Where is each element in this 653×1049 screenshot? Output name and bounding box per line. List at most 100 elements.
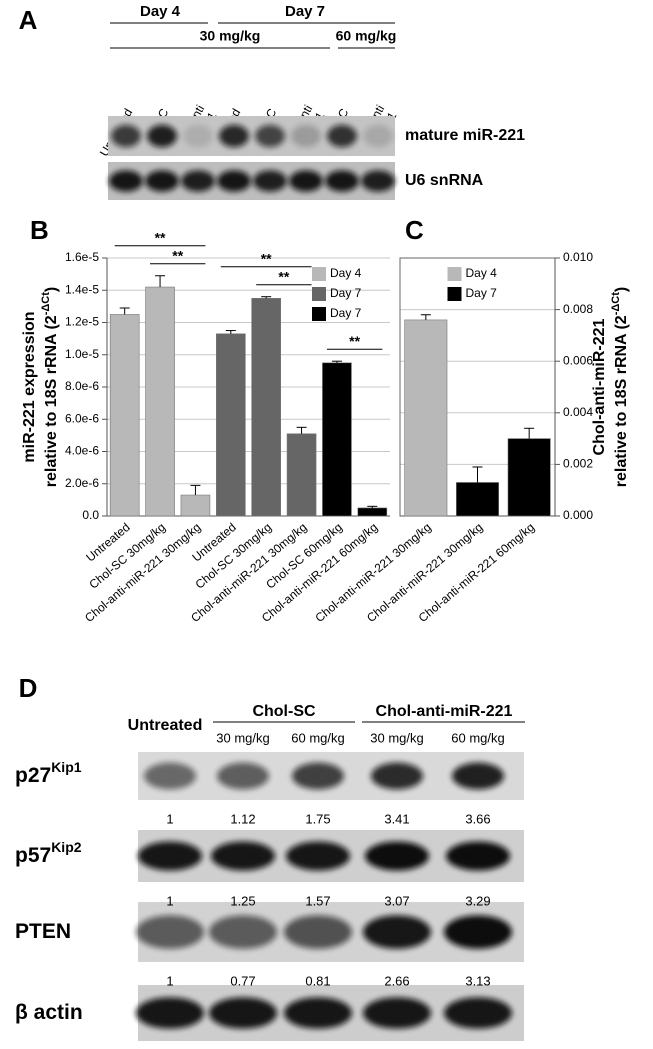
panel-letter: C [405, 215, 424, 245]
quantification: 3.41 [384, 811, 409, 826]
y-axis-label: miR-221 expression relative to 18S rRNA (… [21, 287, 60, 487]
blot-band [209, 915, 277, 949]
group-label: 30 mg/kg [200, 28, 261, 44]
legend-swatch [312, 287, 326, 301]
quantification: 1 [166, 811, 173, 826]
blot-band [255, 124, 285, 148]
y-tick-label: 1.6e-5 [65, 250, 99, 264]
y-tick-label: 0.008 [563, 302, 593, 316]
bar [251, 298, 281, 517]
blot-band [284, 915, 352, 949]
bar [322, 362, 352, 517]
row-label-base: p27 [15, 764, 51, 787]
quantification: 1.25 [230, 893, 255, 908]
dose-label: 30 mg/kg [370, 730, 423, 745]
group-label: Untreated [128, 717, 203, 734]
y-axis-label-sup: -ΔCt [40, 292, 52, 316]
blot-band [181, 170, 215, 192]
legend-label: Day 7 [330, 306, 362, 320]
blot-band [211, 841, 275, 871]
quantification: 3.13 [465, 973, 490, 988]
error-bar [331, 360, 342, 363]
error-bar [420, 314, 431, 320]
quantification: 1 [166, 973, 173, 988]
blot-band [444, 997, 512, 1029]
y-axis-label-line: Chol-anti-miR-221 [591, 318, 608, 455]
dose-label: 60 mg/kg [291, 730, 344, 745]
y-axis-label-line: relative to 18S rRNA (2 [613, 315, 630, 487]
bar [180, 494, 211, 517]
bar [216, 333, 246, 517]
significance-label: ** [278, 268, 289, 284]
blot-band [371, 762, 423, 790]
blot-band [452, 762, 504, 790]
blot-band [138, 841, 202, 871]
y-tick-label: 0.006 [563, 353, 593, 367]
group-label: Chol-SC [252, 703, 316, 720]
error-bar [261, 296, 272, 299]
legend-swatch [312, 267, 326, 281]
bar [507, 438, 551, 517]
y-tick-label: 1.0e-5 [65, 347, 99, 361]
legend-label: Day 7 [330, 286, 362, 300]
blot-band [361, 170, 395, 192]
y-tick-label: 0.000 [563, 508, 593, 522]
y-tick-label: 6.0e-6 [65, 411, 99, 425]
blot-band [253, 170, 287, 192]
row-label-sup: Kip1 [51, 759, 82, 775]
group-label: Day 7 [285, 3, 325, 20]
blot-band [111, 124, 141, 148]
blot-band [209, 997, 277, 1029]
blot-band [292, 762, 344, 790]
row-label-sup: Kip2 [51, 839, 82, 855]
blot-band [363, 124, 393, 148]
blot-band [147, 124, 177, 148]
blot-band [286, 841, 350, 871]
row-label-base: PTEN [15, 920, 71, 943]
blot-band [144, 762, 196, 790]
blot-band [136, 915, 204, 949]
error-bar [119, 307, 130, 315]
blot-band [284, 997, 352, 1029]
group-label: Chol-anti-miR-221 [376, 703, 513, 720]
bar [404, 319, 448, 517]
legend-label: Day 4 [330, 266, 362, 280]
y-tick-label: 0.010 [563, 250, 593, 264]
y-tick-label: 1.4e-5 [65, 282, 99, 296]
row-label: p57Kip2 [15, 839, 82, 867]
quantification: 0.77 [230, 973, 255, 988]
group-label: 60 mg/kg [336, 28, 397, 44]
y-axis-label-end: ) [613, 287, 630, 292]
row-label: p27Kip1 [15, 759, 82, 787]
row-label-base: p57 [15, 844, 51, 867]
legend-swatch [447, 287, 462, 301]
y-tick-label: 4.0e-6 [65, 444, 99, 458]
bar [109, 314, 140, 517]
error-bar [155, 275, 166, 288]
quantification: 1.75 [305, 811, 330, 826]
quantification: 1.12 [230, 811, 255, 826]
y-tick-label: 0.0 [82, 508, 99, 522]
y-axis-label-line: relative to 18S rRNA (2 [43, 315, 60, 487]
bar [456, 482, 499, 517]
quantification: 1.57 [305, 893, 330, 908]
blot-band [217, 762, 269, 790]
error-bar [367, 505, 378, 508]
panel-letter: B [30, 215, 49, 245]
quantification: 3.29 [465, 893, 490, 908]
legend-swatch [312, 307, 326, 321]
blot-band [136, 997, 204, 1029]
panel-letter: A [19, 5, 38, 35]
quantification: 1 [166, 893, 173, 908]
row-label-base: β actin [15, 1001, 83, 1024]
blot-band [183, 124, 213, 148]
bar [357, 507, 388, 517]
error-bar [472, 466, 483, 483]
row-label: β actin [15, 1001, 83, 1024]
row-label: PTEN [15, 920, 71, 943]
significance-label: ** [155, 229, 166, 245]
blot-band [327, 124, 357, 148]
significance-label: ** [261, 250, 272, 266]
quantification: 3.07 [384, 893, 409, 908]
